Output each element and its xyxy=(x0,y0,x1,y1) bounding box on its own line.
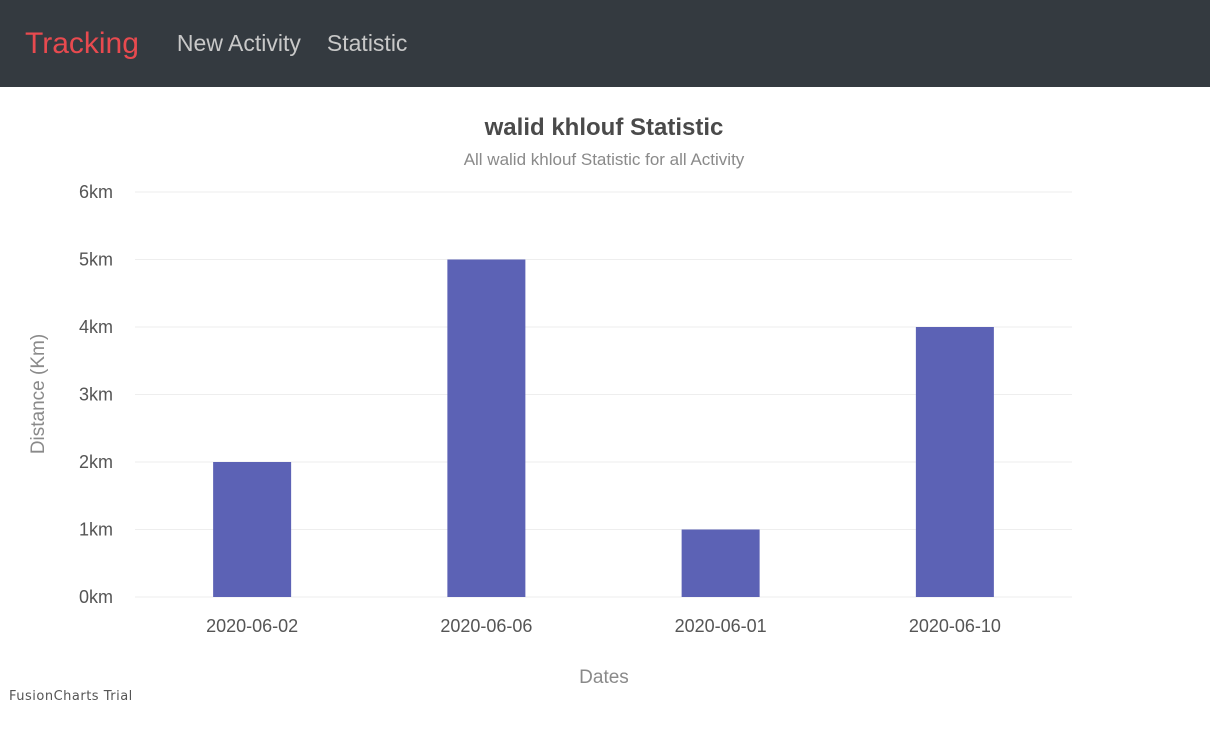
x-tick-label: 2020-06-10 xyxy=(909,616,1001,636)
brand-link[interactable]: Tracking xyxy=(25,26,139,60)
x-tick-label: 2020-06-06 xyxy=(440,616,532,636)
x-tick-label: 2020-06-01 xyxy=(675,616,767,636)
x-tick-label: 2020-06-02 xyxy=(206,616,298,636)
y-tick-label: 3km xyxy=(79,385,113,405)
bars xyxy=(213,259,994,598)
x-axis-title: Dates xyxy=(579,667,629,688)
y-tick-label: 4km xyxy=(79,317,113,337)
fusioncharts-watermark: FusionCharts Trial xyxy=(9,689,133,704)
bar-2020-06-06[interactable] xyxy=(447,259,526,598)
y-tick-label: 1km xyxy=(79,520,113,540)
navbar: Tracking New Activity Statistic xyxy=(0,0,1210,87)
y-tick-label: 5km xyxy=(79,250,113,270)
bar-2020-06-02[interactable] xyxy=(213,462,292,597)
chart-container: walid khlouf Statistic All walid khlouf … xyxy=(0,87,1210,729)
nav-link-new-activity[interactable]: New Activity xyxy=(176,30,301,56)
bar-2020-06-10[interactable] xyxy=(915,327,994,597)
y-tick-label: 0km xyxy=(79,587,113,607)
y-axis-ticks: 0km 1km 2km 3km 4km 5km 6km xyxy=(79,182,113,607)
chart-title: walid khlouf Statistic xyxy=(484,114,724,141)
gridlines xyxy=(135,191,1072,598)
chart-subtitle: All walid khlouf Statistic for all Activ… xyxy=(464,150,745,169)
x-axis-ticks: 2020-06-02 2020-06-06 2020-06-01 2020-06-10 xyxy=(206,616,1001,636)
bar-chart: walid khlouf Statistic All walid khlouf … xyxy=(28,114,1072,688)
nav-link-statistic[interactable]: Statistic xyxy=(326,30,408,56)
y-tick-label: 6km xyxy=(79,182,113,202)
bar-2020-06-01[interactable] xyxy=(681,529,760,598)
y-tick-label: 2km xyxy=(79,452,113,472)
y-axis-title: Distance (Km) xyxy=(28,334,49,454)
